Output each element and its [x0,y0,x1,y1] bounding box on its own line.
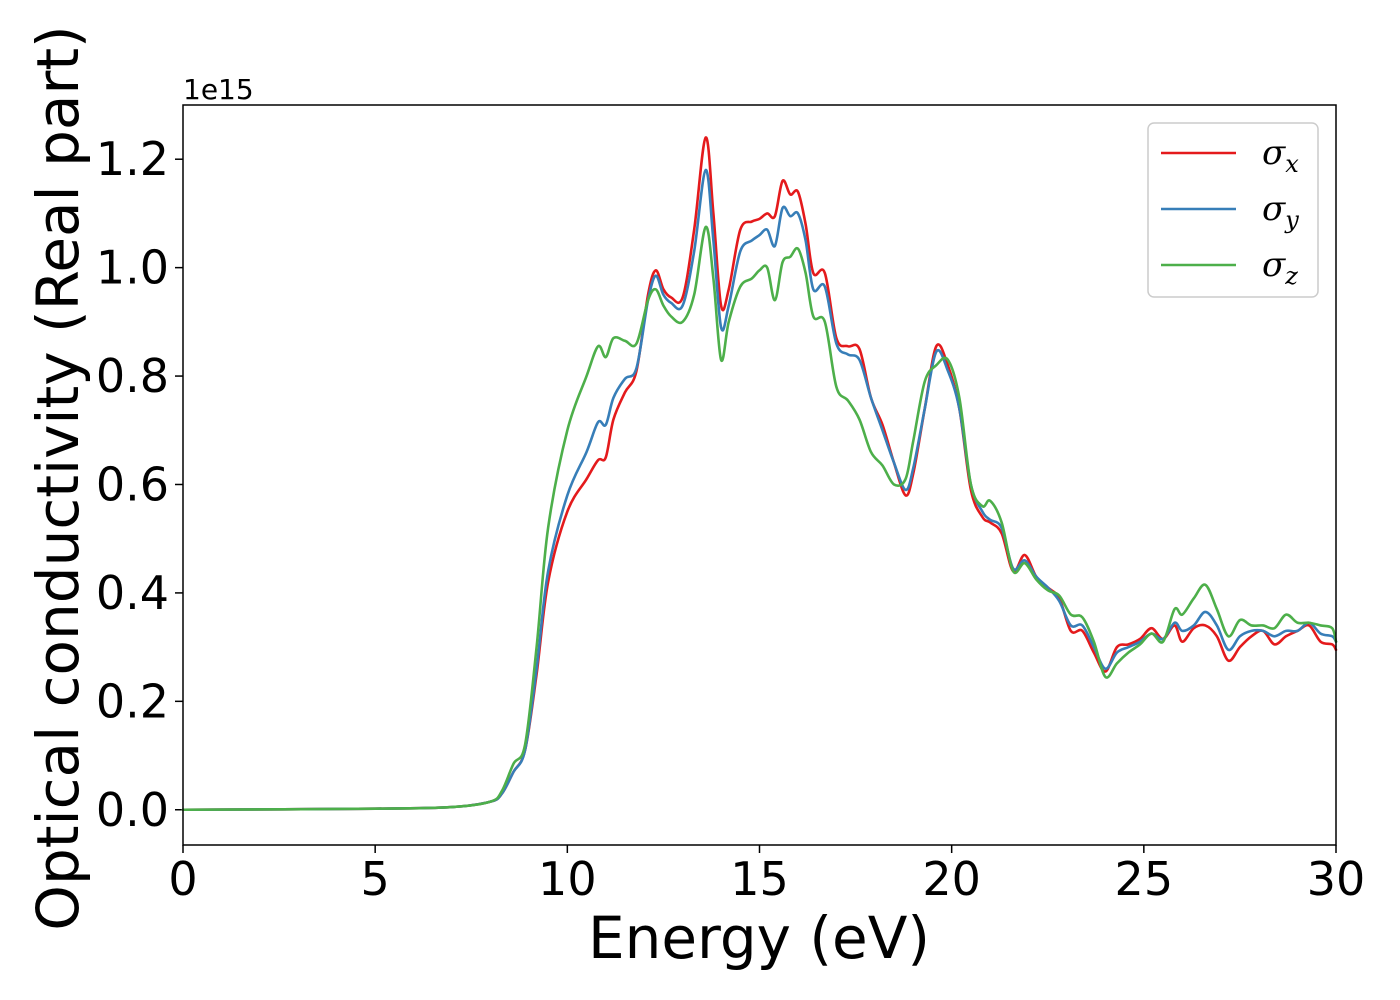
legend-label-x: σx [1262,133,1299,178]
y-offset-label: 1e15 [183,73,254,106]
legend-entries: σx σy σz [1161,133,1299,290]
x-tick-label: 5 [361,852,390,906]
tick-marks [175,158,1337,853]
x-tick-label: 15 [730,852,789,906]
x-tick-labels: 0 5 10 15 20 25 30 [168,852,1365,906]
x-tick-label: 30 [1307,852,1366,906]
series-lines [181,136,1338,812]
y-axis-title: Optical conductivity (Real part) [24,25,92,930]
y-tick-label: 0.2 [96,674,169,728]
x-tick-label: 0 [168,852,197,906]
y-tick-label: 1.2 [96,132,169,186]
legend-label-y: σy [1262,189,1299,234]
y-tick-label: 0.0 [96,783,169,837]
y-tick-label: 0.6 [96,457,169,511]
series-line-y [181,168,1338,812]
x-tick-label: 20 [922,852,981,906]
x-tick-label: 25 [1115,852,1174,906]
legend-label-z: σz [1262,245,1298,290]
y-tick-label: 0.4 [96,566,169,620]
y-tick-labels: 0.0 0.2 0.4 0.6 0.8 1.0 1.2 [96,132,169,837]
x-axis-title: Energy (eV) [588,904,930,972]
legend: σx σy σz [1147,122,1319,298]
y-tick-label: 1.0 [96,241,169,295]
plot-frame [182,104,1337,846]
series-line-z [181,225,1338,812]
y-tick-label: 0.8 [96,349,169,403]
x-tick-label: 10 [538,852,597,906]
